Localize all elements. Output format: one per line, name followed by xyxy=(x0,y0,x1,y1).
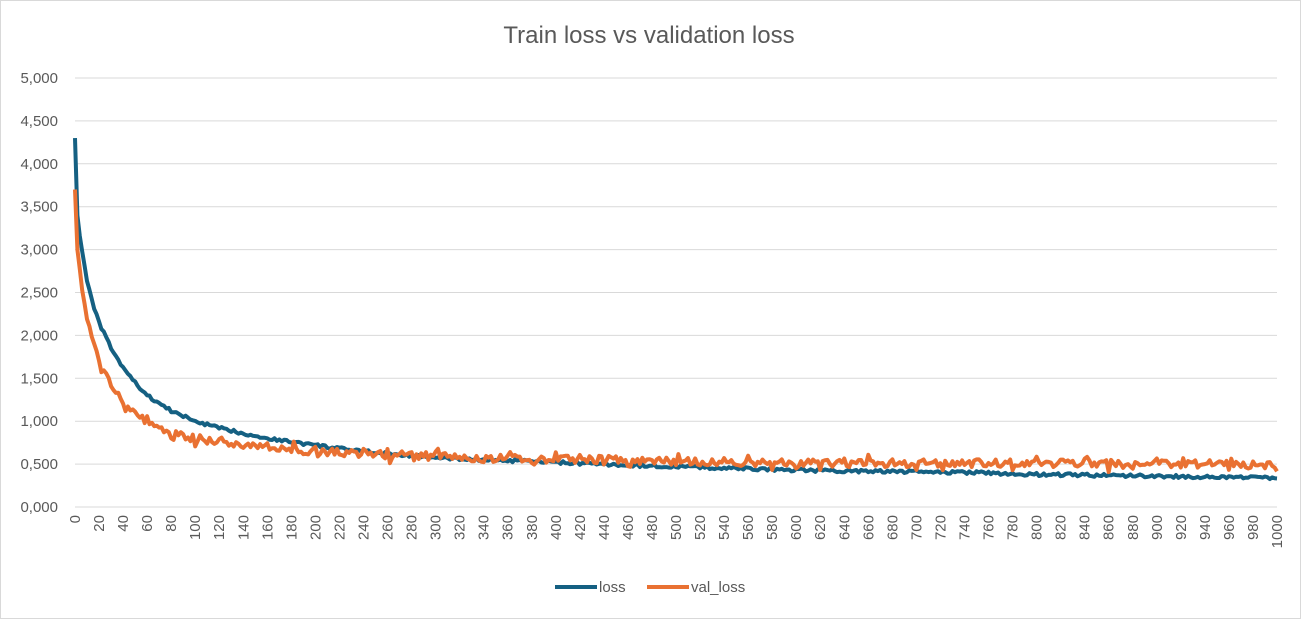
y-tick-label: 2,500 xyxy=(20,285,58,302)
x-tick-label: 660 xyxy=(860,515,877,540)
x-tick-label: 580 xyxy=(764,515,781,540)
legend-label-val_loss: val_loss xyxy=(691,579,745,596)
series-line-val_loss xyxy=(73,189,1279,475)
y-tick-label: 1,000 xyxy=(20,413,58,430)
x-tick-label: 780 xyxy=(1005,515,1022,540)
x-tick-label: 480 xyxy=(644,515,661,540)
x-tick-label: 740 xyxy=(956,515,973,540)
y-tick-label: 5,000 xyxy=(20,70,58,87)
x-tick-label: 540 xyxy=(716,515,733,540)
x-tick-label: 960 xyxy=(1221,515,1238,540)
y-tick-label: 3,000 xyxy=(20,242,58,259)
gridlines xyxy=(75,77,1277,508)
x-tick-label: 720 xyxy=(932,515,949,540)
x-tick-label: 880 xyxy=(1125,515,1142,540)
x-tick-label: 940 xyxy=(1197,515,1214,540)
y-tick-label: 2,000 xyxy=(20,327,58,344)
y-tick-label: 4,500 xyxy=(20,113,58,130)
x-tick-label: 160 xyxy=(259,515,276,540)
y-tick-label: 1,500 xyxy=(20,370,58,387)
x-tick-label: 320 xyxy=(452,515,469,540)
x-tick-label: 640 xyxy=(836,515,853,540)
x-tick-label: 240 xyxy=(355,515,372,540)
y-tick-label: 4,000 xyxy=(20,156,58,173)
chart-title: Train loss vs validation loss xyxy=(503,22,794,49)
x-tick-label: 1000 xyxy=(1269,515,1286,548)
legend: loss val_loss xyxy=(555,579,745,596)
y-tick-label: 0,000 xyxy=(20,499,58,516)
x-tick-label: 500 xyxy=(668,515,685,540)
x-tick-label: 800 xyxy=(1029,515,1046,540)
x-tick-label: 140 xyxy=(235,515,252,540)
x-tick-label: 600 xyxy=(788,515,805,540)
x-tick-label: 840 xyxy=(1077,515,1094,540)
x-tick-label: 60 xyxy=(139,515,156,532)
x-tick-label: 900 xyxy=(1149,515,1166,540)
x-tick-label: 80 xyxy=(163,515,180,532)
x-tick-label: 20 xyxy=(91,515,108,532)
x-axis-ticks: 0 20 40 60 80 100 120 140 160 180 200 220 240 260 280 3… xyxy=(67,515,1286,548)
y-axis-ticks: 0,000 0,500 1,000 1,500 2,000 2,500 3,000 3,500… xyxy=(20,70,58,516)
y-tick-label: 0,500 xyxy=(20,456,58,473)
y-tick-label: 3,500 xyxy=(20,199,58,216)
x-tick-label: 620 xyxy=(812,515,829,540)
x-tick-label: 180 xyxy=(283,515,300,540)
x-tick-label: 680 xyxy=(884,515,901,540)
x-tick-label: 200 xyxy=(307,515,324,540)
x-tick-label: 420 xyxy=(572,515,589,540)
series-lines xyxy=(73,138,1279,482)
x-tick-label: 700 xyxy=(908,515,925,540)
x-tick-label: 300 xyxy=(428,515,445,540)
series-line-loss xyxy=(73,138,1278,482)
x-tick-label: 760 xyxy=(981,515,998,540)
x-tick-label: 40 xyxy=(115,515,132,532)
x-tick-label: 280 xyxy=(404,515,421,540)
x-tick-label: 340 xyxy=(476,515,493,540)
x-tick-label: 820 xyxy=(1053,515,1070,540)
x-tick-label: 920 xyxy=(1173,515,1190,540)
x-tick-label: 220 xyxy=(331,515,348,540)
legend-label-loss: loss xyxy=(599,579,626,596)
x-tick-label: 120 xyxy=(211,515,228,540)
x-tick-label: 400 xyxy=(548,515,565,540)
x-tick-label: 460 xyxy=(620,515,637,540)
x-tick-label: 260 xyxy=(380,515,397,540)
x-tick-label: 560 xyxy=(740,515,757,540)
x-tick-label: 380 xyxy=(524,515,541,540)
x-tick-label: 440 xyxy=(596,515,613,540)
x-tick-label: 860 xyxy=(1101,515,1118,540)
x-tick-label: 360 xyxy=(500,515,517,540)
x-tick-label: 100 xyxy=(187,515,204,540)
x-tick-label: 520 xyxy=(692,515,709,540)
x-tick-label: 980 xyxy=(1245,515,1262,540)
x-tick-label: 0 xyxy=(67,515,84,523)
